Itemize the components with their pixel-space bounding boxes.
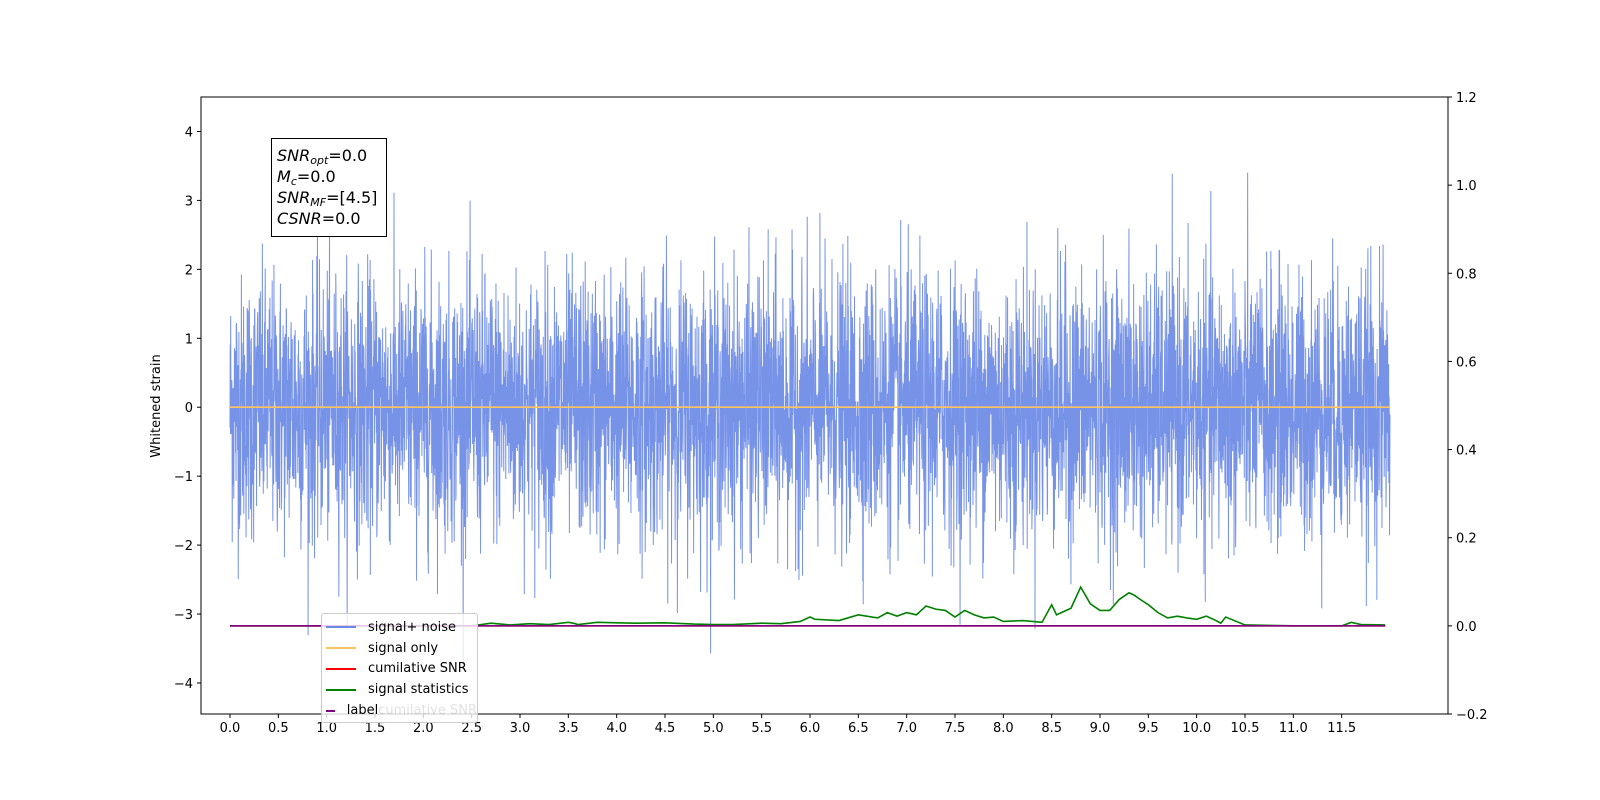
x-tick-label: 3.5 xyxy=(558,721,579,736)
y-left-tick-label: 2 xyxy=(185,263,193,278)
x-tick-label: 5.0 xyxy=(703,721,724,736)
y-left-tick-label: 0 xyxy=(185,401,193,416)
y-right-tick-label: 0.4 xyxy=(1456,444,1477,459)
y-right-tick-label: −0.2 xyxy=(1456,708,1488,723)
info-mc: Mc=0.0 xyxy=(277,167,336,188)
legend-item-signal-statistics: signal statistics xyxy=(326,679,477,700)
y-right-tick-label: 0.2 xyxy=(1456,532,1477,547)
x-tick-label: 9.5 xyxy=(1138,721,1159,736)
legend-item-signal-noise: signal+ noise xyxy=(326,617,477,638)
x-tick-label: 0.5 xyxy=(268,721,289,736)
x-tick-label: 1.5 xyxy=(365,721,386,736)
signal-noise-series xyxy=(229,172,1391,671)
y-left-tick-label: 3 xyxy=(185,194,193,209)
y-left-tick-label: 4 xyxy=(185,125,193,140)
y-right-tick-label: 0.0 xyxy=(1456,620,1477,635)
y-axis-left: 4 3 2 1 0 −1 −2 −3 −4 xyxy=(174,125,201,692)
x-tick-label: 7.0 xyxy=(896,721,917,736)
legend-item-cumilative-snr: cumilative SNR xyxy=(326,659,477,680)
x-tick-label: 6.0 xyxy=(800,721,821,736)
info-snr-mf: SNRMF=[4.5] xyxy=(277,188,378,209)
info-csnr: CSNR=0.0 xyxy=(277,209,361,228)
x-tick-label: 11.5 xyxy=(1327,721,1356,736)
y-right-tick-label: 1.0 xyxy=(1456,179,1477,194)
x-tick-label: 8.5 xyxy=(1041,721,1062,736)
x-tick-label: 8.0 xyxy=(993,721,1014,736)
y-axis-right: 1.2 1.0 0.8 0.6 0.4 0.2 0.0 −0.2 xyxy=(1448,91,1488,723)
x-tick-label: 0.0 xyxy=(220,721,241,736)
y-right-tick-label: 1.2 xyxy=(1456,91,1477,106)
x-tick-label: 11.0 xyxy=(1279,721,1308,736)
x-tick-label: 5.5 xyxy=(751,721,772,736)
plot-frame xyxy=(200,96,1449,715)
legend-ghost-text: cumilative SNR xyxy=(378,703,477,719)
info-box: SNRopt=0.0 Mc=0.0 SNRMF=[4.5] CSNR=0.0 xyxy=(271,138,387,237)
x-tick-label: 7.5 xyxy=(945,721,966,736)
x-tick-label: 4.0 xyxy=(606,721,627,736)
y-right-tick-label: 0.6 xyxy=(1456,355,1477,370)
legend-item-label: label cumilative SNR xyxy=(326,700,477,721)
x-tick-label: 2.0 xyxy=(413,721,434,736)
x-axis: 0.0 0.5 1.0 1.5 2.0 2.5 3.0 3.5 4.0 4.5 5.0 5.5 6.0 6… xyxy=(220,714,1356,736)
x-tick-label: 1.0 xyxy=(316,721,337,736)
x-tick-label: 10.5 xyxy=(1231,721,1260,736)
legend-swatch xyxy=(326,688,356,691)
y-left-tick-label: −4 xyxy=(174,677,193,692)
x-tick-label: 4.5 xyxy=(655,721,676,736)
signal-statistics-line xyxy=(230,585,1386,627)
y-right-tick-label: 0.8 xyxy=(1456,267,1477,282)
x-tick-label: 6.5 xyxy=(848,721,869,736)
x-tick-label: 2.5 xyxy=(461,721,482,736)
legend-swatch xyxy=(326,647,356,650)
y-left-tick-label: 1 xyxy=(185,332,193,347)
y-left-tick-label: −1 xyxy=(174,470,193,485)
legend-swatch xyxy=(326,709,335,712)
x-tick-label: 9.0 xyxy=(1090,721,1111,736)
legend-swatch xyxy=(326,626,356,629)
legend-item-signal-only: signal only xyxy=(326,638,477,659)
y-left-tick-label: −2 xyxy=(174,539,193,554)
info-snr-opt: SNRopt=0.0 xyxy=(277,146,368,167)
x-tick-label: 10.0 xyxy=(1182,721,1211,736)
x-tick-label: 3.0 xyxy=(510,721,531,736)
legend: signal+ noise signal only cumilative SNR… xyxy=(321,613,478,723)
y-left-tick-label: −3 xyxy=(174,608,193,623)
legend-swatch xyxy=(326,667,356,670)
y-axis-label: Whitened strain xyxy=(149,354,164,457)
signal-noise-line xyxy=(229,172,1391,671)
